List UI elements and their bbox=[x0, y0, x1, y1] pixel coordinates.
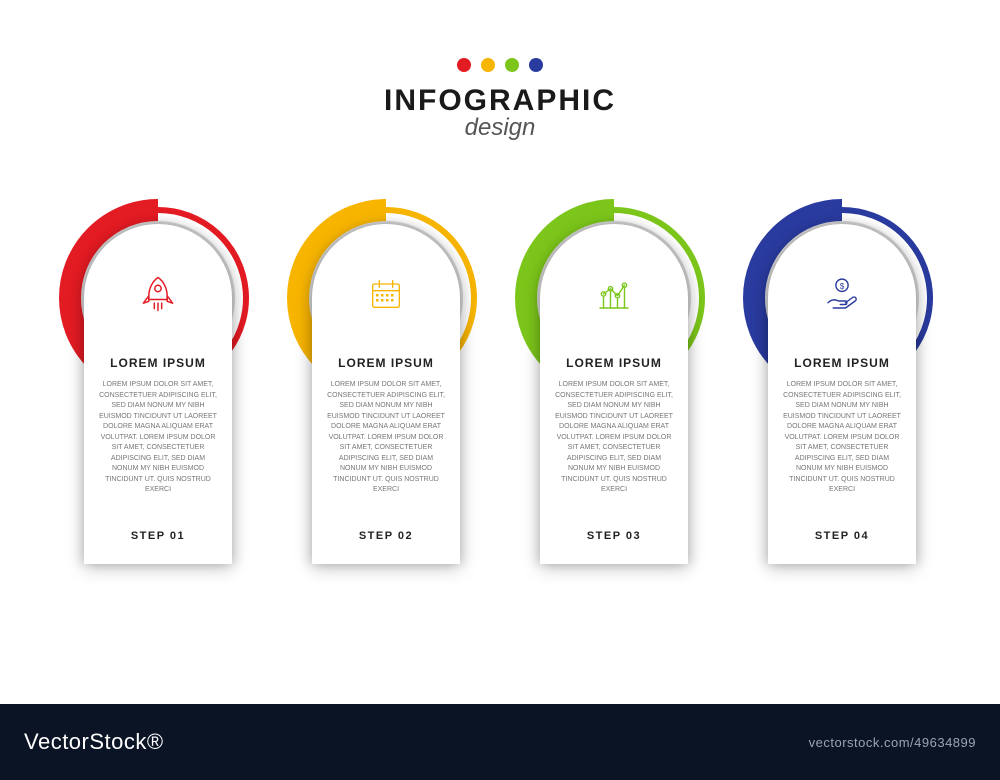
step-4: $LOREM IPSUMLorem ipsum dolor sit amet, … bbox=[742, 198, 942, 398]
footer-brand: VectorStock® bbox=[24, 729, 164, 755]
steps-row: LOREM IPSUMLorem ipsum dolor sit amet, c… bbox=[0, 198, 1000, 398]
step-label-3: STEP 03 bbox=[587, 530, 641, 542]
step-3: LOREM IPSUMLorem ipsum dolor sit amet, c… bbox=[514, 198, 714, 398]
arc-3: LOREM IPSUMLorem ipsum dolor sit amet, c… bbox=[514, 198, 714, 398]
footer-id: vectorstock.com/49634899 bbox=[809, 735, 976, 750]
svg-text:$: $ bbox=[840, 282, 845, 291]
card-body-1: Lorem ipsum dolor sit amet, consectetuer… bbox=[84, 380, 232, 496]
chart-icon bbox=[590, 270, 638, 318]
arc-4: $LOREM IPSUMLorem ipsum dolor sit amet, … bbox=[742, 198, 942, 398]
step-label-2: STEP 02 bbox=[359, 530, 413, 542]
card-4: $ LOREM IPSUM Lorem ipsum dolor sit amet, … bbox=[768, 224, 916, 564]
card-body-3: Lorem ipsum dolor sit amet, consectetuer… bbox=[540, 380, 688, 496]
step-label-1: STEP 01 bbox=[131, 530, 185, 542]
header-dots bbox=[0, 58, 1000, 72]
dot-3 bbox=[505, 58, 519, 72]
arc-1: LOREM IPSUMLorem ipsum dolor sit amet, c… bbox=[58, 198, 258, 398]
step-label-4: STEP 04 bbox=[815, 530, 869, 542]
money-hand-icon: $ bbox=[818, 270, 866, 318]
title-main: INFOGRAPHIC bbox=[0, 84, 1000, 118]
card-title-4: LOREM IPSUM bbox=[794, 356, 890, 370]
header: INFOGRAPHIC design bbox=[0, 0, 1000, 142]
card-title-2: LOREM IPSUM bbox=[338, 356, 434, 370]
arc-2: LOREM IPSUMLorem ipsum dolor sit amet, c… bbox=[286, 198, 486, 398]
calendar-icon bbox=[362, 270, 410, 318]
rocket-icon bbox=[134, 270, 182, 318]
footer: VectorStock® vectorstock.com/49634899 bbox=[0, 704, 1000, 780]
card-title-1: LOREM IPSUM bbox=[110, 356, 206, 370]
card-2: LOREM IPSUM Lorem ipsum dolor sit amet, c… bbox=[312, 224, 460, 564]
card-3: LOREM IPSUM Lorem ipsum dolor sit amet, c… bbox=[540, 224, 688, 564]
step-2: LOREM IPSUMLorem ipsum dolor sit amet, c… bbox=[286, 198, 486, 398]
card-title-3: LOREM IPSUM bbox=[566, 356, 662, 370]
card-body-2: Lorem ipsum dolor sit amet, consectetuer… bbox=[312, 380, 460, 496]
step-1: LOREM IPSUMLorem ipsum dolor sit amet, c… bbox=[58, 198, 258, 398]
card-body-4: Lorem ipsum dolor sit amet, consectetuer… bbox=[768, 380, 916, 496]
dot-1 bbox=[457, 58, 471, 72]
title-sub: design bbox=[0, 114, 1000, 142]
card-1: LOREM IPSUM Lorem ipsum dolor sit amet, c… bbox=[84, 224, 232, 564]
dot-4 bbox=[529, 58, 543, 72]
dot-2 bbox=[481, 58, 495, 72]
